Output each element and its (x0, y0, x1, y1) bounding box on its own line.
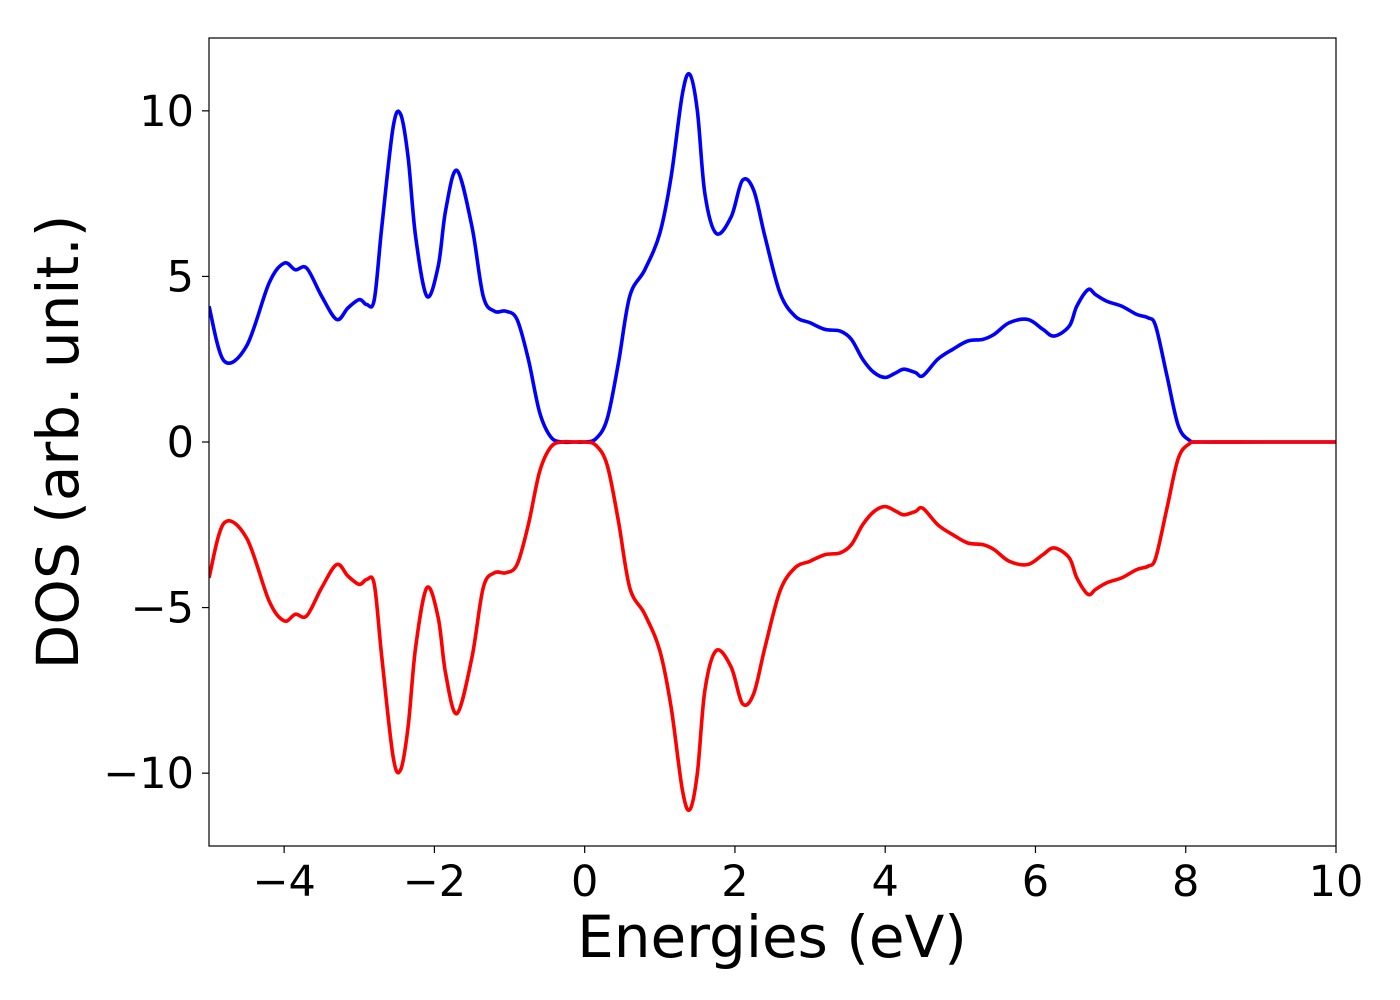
y-axis-ticks: −10 −5 0 5 10 (103, 87, 209, 799)
x-tick-label: 6 (1022, 857, 1049, 907)
y-tick-label: 0 (167, 418, 194, 468)
x-tick-label: 8 (1172, 857, 1199, 907)
x-tick-label: −4 (252, 857, 315, 907)
x-tick-label: 4 (872, 857, 899, 907)
x-tick-label: 0 (571, 857, 598, 907)
y-axis-label: DOS (arb. unit.) (24, 215, 92, 670)
plot-frame (208, 37, 1337, 847)
x-tick-label: 10 (1309, 857, 1364, 907)
series-layer (209, 71, 1336, 813)
x-tick-label: 2 (721, 857, 748, 907)
y-tick-label: −10 (103, 749, 194, 799)
y-tick-label: 10 (139, 87, 194, 137)
x-axis-label: Energies (eV) (577, 903, 967, 971)
x-axis-ticks: −4 −2 0 2 4 6 8 10 (252, 846, 1363, 907)
x-tick-label: −2 (403, 857, 466, 907)
series-line-1 (209, 439, 1336, 813)
y-tick-label: 5 (167, 252, 194, 302)
series-line-0 (209, 71, 1336, 445)
y-tick-label: −5 (131, 584, 194, 634)
